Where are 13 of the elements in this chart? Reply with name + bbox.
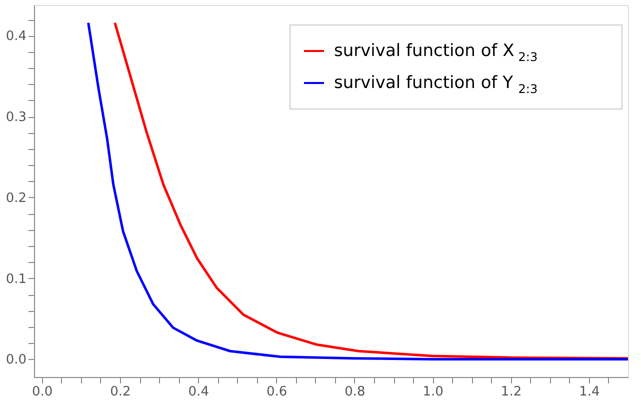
x-tick-label: 1.2 bbox=[500, 384, 522, 400]
x-tick-label: 0.2 bbox=[110, 384, 131, 400]
x-tick-label: 0.6 bbox=[266, 384, 288, 400]
y-tick-label: 0.4 bbox=[6, 29, 26, 44]
x-tick-label: 1.4 bbox=[579, 384, 600, 400]
y-tick-label: 0.2 bbox=[6, 190, 26, 206]
y-tick-label: 0.1 bbox=[6, 272, 26, 287]
x-tick-label: 0.4 bbox=[188, 384, 209, 400]
x-tick-label: 0.0 bbox=[32, 384, 53, 400]
y-tick-label: 0.3 bbox=[6, 110, 26, 126]
x-tick-label: 1.0 bbox=[422, 384, 444, 400]
x-tick-label: 0.8 bbox=[344, 384, 366, 400]
y-tick-label: 0.0 bbox=[6, 352, 26, 368]
